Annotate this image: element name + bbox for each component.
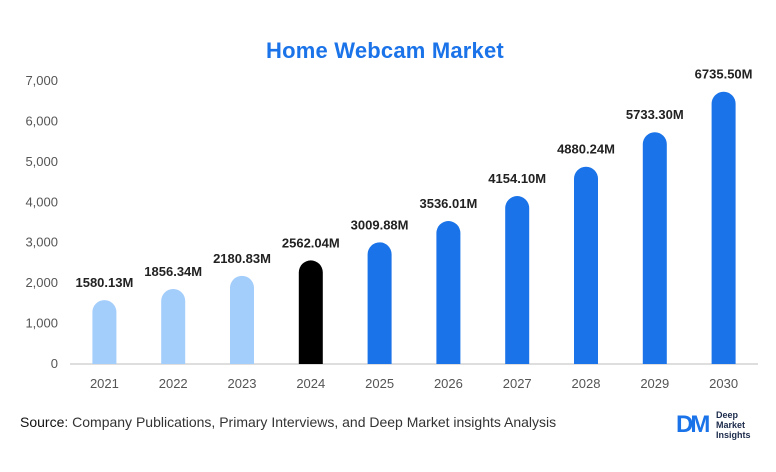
bars (92, 91, 736, 364)
logo-text: Deep Market Insights (716, 410, 751, 440)
y-tick-label: 7,000 (25, 73, 58, 88)
bar-2027 (505, 196, 530, 364)
source-key: Source (20, 414, 65, 430)
bar-chart: 0 1,000 2,000 3,000 4,000 5,000 6,000 7,000 202… (25, 67, 758, 391)
data-label: 4880.24M (557, 142, 615, 157)
bar-2024 (298, 260, 323, 364)
bar-2021 (92, 300, 117, 364)
x-tick-label: 2023 (228, 376, 257, 391)
bar-2028 (574, 166, 598, 364)
data-labels: 1580.13M 1856.34M 2180.83M 2562.04M 3009.88M… (75, 67, 752, 290)
data-label: 2180.83M (213, 251, 271, 266)
source-text: : Company Publications, Primary Intervie… (64, 414, 557, 430)
logo-mark: DM (676, 411, 710, 438)
x-tick-label: 2030 (709, 376, 738, 391)
y-axis: 0 1,000 2,000 3,000 4,000 5,000 6,000 7,000 (25, 73, 58, 371)
logo-line-1: Deep (716, 410, 739, 420)
data-label: 3536.01M (419, 196, 477, 211)
chart-title: Home Webcam Market (266, 38, 504, 63)
x-tick-label: 2029 (640, 376, 669, 391)
logo-line-2: Market (716, 420, 746, 430)
x-tick-label: 2028 (572, 376, 601, 391)
x-tick-label: 2022 (159, 376, 188, 391)
data-label: 1856.34M (144, 264, 202, 279)
y-tick-label: 2,000 (25, 275, 58, 290)
x-tick-label: 2026 (434, 376, 463, 391)
x-tick-label: 2024 (296, 376, 325, 391)
data-label: 4154.10M (488, 171, 546, 186)
logo-line-3: Insights (716, 430, 751, 440)
bar-2025 (367, 242, 392, 364)
y-tick-label: 3,000 (25, 235, 58, 250)
bar-2029 (642, 132, 667, 364)
y-tick-label: 4,000 (25, 194, 58, 209)
bar-2023 (230, 275, 254, 364)
x-tick-label: 2021 (90, 376, 119, 391)
bar-2030 (711, 91, 736, 364)
y-tick-label: 5,000 (25, 154, 58, 169)
data-label: 5733.30M (626, 107, 684, 122)
x-tick-label: 2027 (503, 376, 532, 391)
company-logo: DM Deep Market Insights (676, 409, 766, 445)
data-label: 1580.13M (75, 275, 133, 290)
bar-2026 (436, 221, 461, 364)
data-label: 3009.88M (351, 217, 409, 232)
y-tick-label: 1,000 (25, 316, 58, 331)
y-tick-label: 6,000 (25, 113, 58, 128)
data-label: 2562.04M (282, 235, 340, 250)
data-label: 6735.50M (695, 67, 753, 82)
x-tick-label: 2025 (365, 376, 394, 391)
y-tick-label: 0 (51, 356, 58, 371)
x-axis-labels: 2021 2022 2023 2024 2025 2026 2027 2028 2029 2030 (90, 376, 738, 391)
source-note: Source: Company Publications, Primary In… (20, 414, 556, 430)
bar-2022 (161, 288, 186, 364)
